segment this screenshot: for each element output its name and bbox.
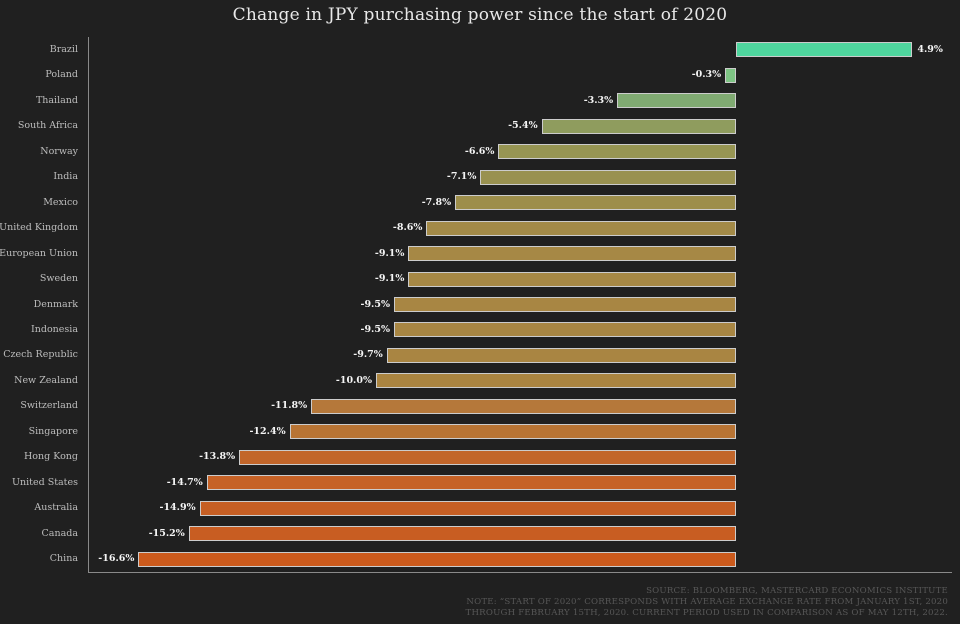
value-label: -9.1% — [374, 273, 405, 285]
category-label: Canada — [41, 527, 78, 539]
value-label: -11.8% — [271, 400, 308, 412]
category-label: Norway — [40, 145, 78, 157]
bar — [426, 220, 736, 236]
category-label: Poland — [45, 69, 78, 81]
value-label: -9.7% — [353, 349, 383, 361]
value-label: 4.9% — [917, 43, 943, 55]
bar — [394, 297, 736, 312]
bar — [188, 526, 736, 542]
bar — [138, 551, 736, 567]
bar — [394, 322, 736, 338]
note-line-2: THROUGH FEBRUARY 15TH, 2020. CURRENT PER… — [465, 608, 948, 618]
bar — [541, 118, 736, 134]
bar — [376, 373, 736, 389]
category-label: South Africa — [17, 120, 78, 132]
bar — [725, 67, 736, 83]
bar — [455, 195, 736, 211]
value-label: -13.8% — [199, 451, 236, 463]
source-line: SOURCE: BLOOMBERG, MASTERCARD ECONOMICS … — [646, 586, 948, 596]
value-label: -10.0% — [335, 374, 372, 386]
bar — [289, 424, 736, 440]
value-label: -7.1% — [446, 171, 477, 183]
category-label: Denmark — [33, 298, 78, 310]
value-label: -16.6% — [98, 553, 135, 565]
bar — [408, 246, 736, 262]
category-label: Mexico — [43, 196, 78, 208]
bar — [386, 347, 736, 363]
value-label: -9.1% — [374, 247, 405, 259]
bar — [480, 169, 736, 185]
bar — [408, 271, 736, 287]
value-label: -14.9% — [159, 502, 196, 514]
category-label: Hong Kong — [24, 451, 78, 463]
category-label: Brazil — [49, 43, 78, 55]
bar — [199, 500, 736, 516]
value-label: -7.8% — [421, 196, 452, 208]
category-label: India — [53, 171, 78, 183]
note-line-1: NOTE: “START OF 2020” CORRESPONDS WITH A… — [466, 597, 948, 607]
value-label: -5.4% — [508, 120, 538, 132]
value-label: -6.6% — [464, 145, 495, 157]
category-label: Sweden — [39, 273, 78, 285]
y-axis-line — [88, 37, 89, 572]
category-label: Switzerland — [20, 400, 78, 412]
bar — [498, 144, 736, 160]
value-label: -12.4% — [249, 425, 286, 437]
category-label: United States — [11, 476, 78, 488]
chart-title: Change in JPY purchasing power since the… — [232, 5, 728, 25]
x-axis-line — [88, 572, 952, 573]
bar — [239, 449, 736, 465]
value-label: -0.3% — [691, 69, 722, 81]
category-label: New Zealand — [14, 374, 78, 386]
value-label: -8.6% — [392, 222, 423, 234]
value-label: -3.3% — [583, 94, 614, 106]
bar — [206, 475, 736, 491]
category-label: United Kingdom — [0, 222, 78, 234]
bar — [311, 398, 736, 414]
bar — [617, 93, 736, 109]
value-label: -14.7% — [166, 476, 203, 488]
category-label: Indonesia — [31, 323, 78, 335]
category-label: Singapore — [28, 425, 78, 437]
category-label: Australia — [34, 502, 78, 514]
source-note: SOURCE: BLOOMBERG, MASTERCARD ECONOMICS … — [466, 586, 948, 619]
bar — [736, 42, 913, 58]
value-label: -9.5% — [360, 298, 391, 310]
category-label: Czech Republic — [3, 349, 78, 361]
value-label: -15.2% — [148, 527, 185, 539]
category-label: European Union — [0, 247, 78, 259]
value-label: -9.5% — [360, 323, 391, 335]
category-label: Thailand — [35, 94, 78, 106]
category-label: China — [49, 553, 78, 565]
